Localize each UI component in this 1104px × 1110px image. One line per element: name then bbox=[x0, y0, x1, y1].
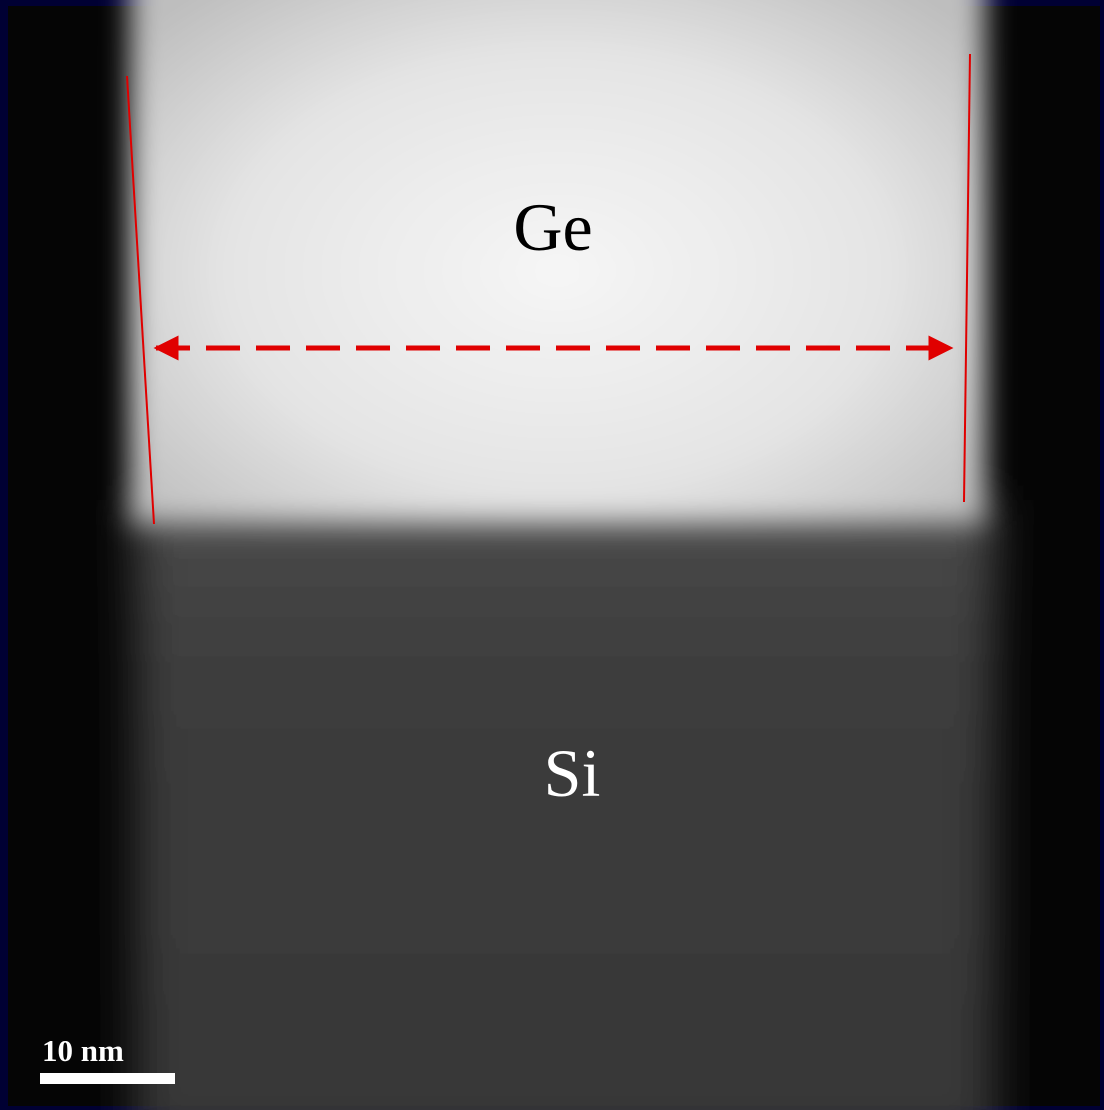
ge-label: Ge bbox=[513, 189, 592, 265]
scale-bar bbox=[40, 1073, 175, 1084]
si-label: Si bbox=[544, 735, 601, 811]
micrograph: Ge Si 10 nm bbox=[0, 0, 1104, 1110]
scale-bar-label: 10 nm bbox=[42, 1033, 124, 1068]
page: Ge Si 10 nm (() => { const data = JSON.p… bbox=[0, 0, 1104, 1110]
